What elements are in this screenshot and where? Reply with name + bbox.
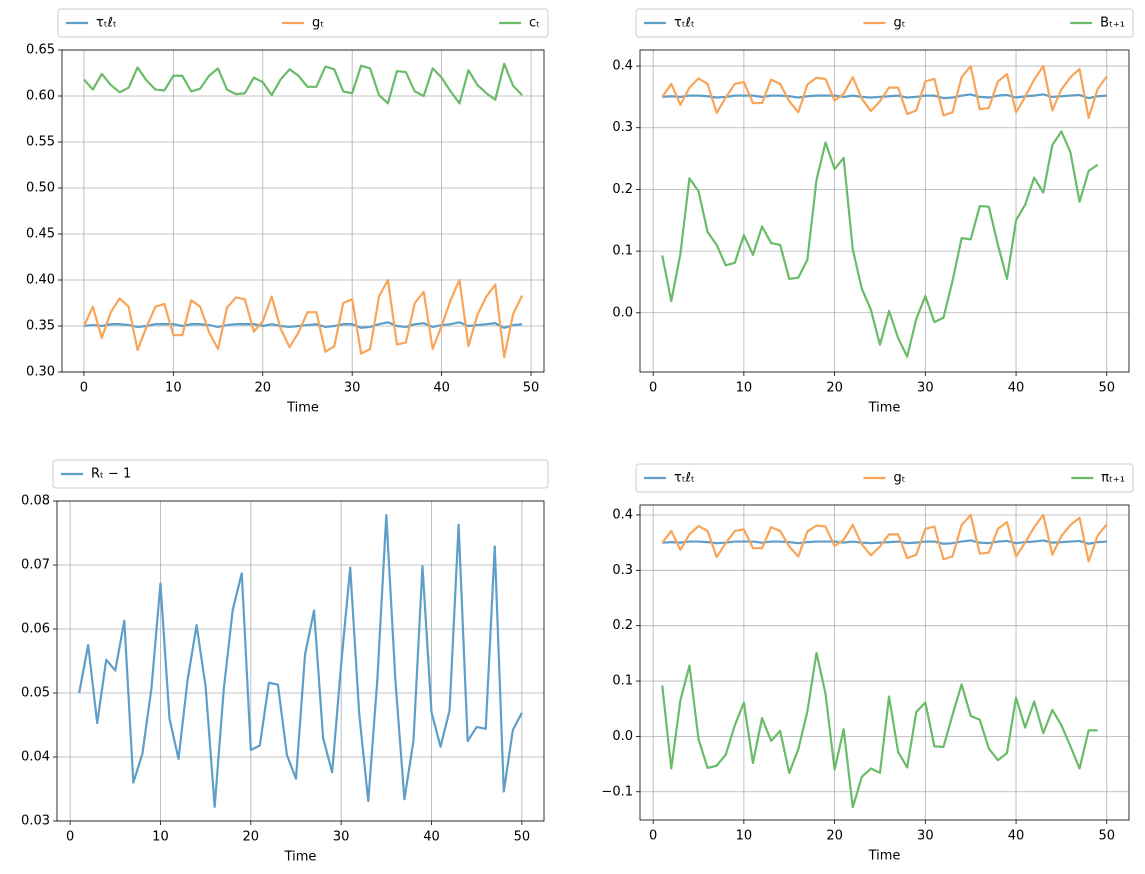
x-tick-label: 50 [1098,829,1115,844]
subplot: 0 10 20 30 40 50 −0.1 0.0 0.1 0.2 0.3 0.4 Time τₜℓₜ gₜ… [601,463,1134,864]
y-tick-label: 0.0 [612,305,633,320]
y-tick-label: 0.08 [21,494,50,509]
x-tick-label: 50 [514,830,531,845]
y-tick-label: 0.45 [26,227,55,242]
y-tick-label: 0.65 [26,43,55,58]
plot-lines [78,513,523,809]
x-tick-label: 30 [344,381,361,396]
data-line [661,513,1108,563]
subplot: 0 10 20 30 40 50 0.30 0.35 0.40 0.45 0.50 0.55 0.60 0… [26,8,549,416]
x-tick-label: 20 [243,830,260,845]
x-axis-label: Time [284,850,317,865]
x-tick-label: 40 [1008,829,1025,844]
y-tick-label: 0.04 [21,750,50,765]
x-tick-label: 0 [649,381,657,396]
legend-item: τₜℓₜ [644,16,695,31]
legend-label: cₜ [529,16,540,31]
y-tick-label: 0.55 [26,135,55,150]
y-tick-label: 0.03 [21,814,50,829]
y-tick-label: 0.1 [612,674,633,689]
x-tick-label: 20 [826,381,843,396]
data-line [82,278,524,359]
x-tick-label: 40 [1008,381,1025,396]
legend-item: πₜ₊₁ [1071,471,1125,486]
legend-item: Bₜ₊₁ [1070,16,1125,31]
y-tick-label: 0.3 [612,563,633,578]
x-tick-label: 0 [80,381,88,396]
data-line [662,93,1107,100]
x-tick-label: 10 [165,381,182,396]
y-tick-label: 0.07 [21,558,50,573]
legend-box [52,459,549,489]
x-axis-label: Time [868,849,901,864]
legend-label: gₜ [893,471,905,486]
x-tick-label: 0 [66,830,74,845]
legend-item: τₜℓₜ [644,471,695,486]
legend-label: gₜ [893,16,905,31]
y-tick-label: 0.60 [26,89,55,104]
x-tick-label: 10 [736,381,753,396]
y-tick-label: 0.30 [26,365,55,380]
y-tick-label: 0.1 [612,244,633,259]
x-axis-label: Time [286,401,319,416]
x-tick-label: 30 [333,830,350,845]
legend-label: Rₜ − 1 [91,467,131,482]
legend-label: gₜ [312,16,324,31]
axes-frame [61,49,545,373]
axes-frame [639,504,1130,821]
y-tick-label: 0.50 [26,181,55,196]
data-line [662,539,1107,545]
y-tick-label: 0.35 [26,319,55,334]
y-tick-label: 0.05 [21,686,50,701]
y-tick-label: 0.2 [612,182,633,197]
y-tick-label: 0.06 [21,622,50,637]
legend-label: τₜℓₜ [96,16,117,31]
y-tick-label: 0.3 [612,120,633,135]
x-tick-label: 40 [433,381,450,396]
legend-item: cₜ [499,16,540,31]
data-line [78,513,523,809]
legend-item: gₜ [863,471,906,486]
x-tick-label: 50 [1098,381,1115,396]
legend-item: τₜℓₜ [66,16,117,31]
plot-lines [661,64,1108,358]
plot-lines [82,62,524,359]
data-line [661,130,1099,358]
y-tick-label: −0.1 [601,784,633,799]
x-tick-label: 40 [423,830,440,845]
legend-item: gₜ [863,16,906,31]
legend-label: τₜℓₜ [674,16,695,31]
x-tick-label: 30 [917,829,934,844]
y-tick-label: 0.2 [612,618,633,633]
y-tick-label: 0.40 [26,273,55,288]
subplot: 0 10 20 30 40 50 0.0 0.1 0.2 0.3 0.4 Time τₜℓₜ gₜ Bₜ₊₁ [612,8,1134,416]
y-tick-label: 0.4 [612,59,633,74]
y-tick-label: 0.0 [612,729,633,744]
x-tick-label: 0 [649,829,657,844]
x-tick-label: 50 [523,381,540,396]
plot-lines [661,513,1108,809]
data-line [661,651,1098,809]
legend-item: Rₜ − 1 [61,467,131,482]
x-axis-label: Time [868,401,901,416]
x-tick-label: 20 [254,381,271,396]
x-tick-label: 10 [152,830,169,845]
subplot: 0 10 20 30 40 50 0.03 0.04 0.05 0.06 0.07 0.08 Time R… [21,459,549,865]
data-line [661,64,1108,119]
x-tick-label: 30 [917,381,934,396]
axes-frame [56,500,545,822]
axes-frame [639,49,1130,373]
x-tick-label: 10 [736,829,753,844]
data-line [83,321,523,329]
legend-label: Bₜ₊₁ [1100,16,1125,31]
legend-label: τₜℓₜ [674,471,695,486]
legend-label: πₜ₊₁ [1101,471,1125,486]
data-line [83,62,523,105]
legend-item: gₜ [281,16,324,31]
y-tick-label: 0.4 [612,507,633,522]
x-tick-label: 20 [826,829,843,844]
